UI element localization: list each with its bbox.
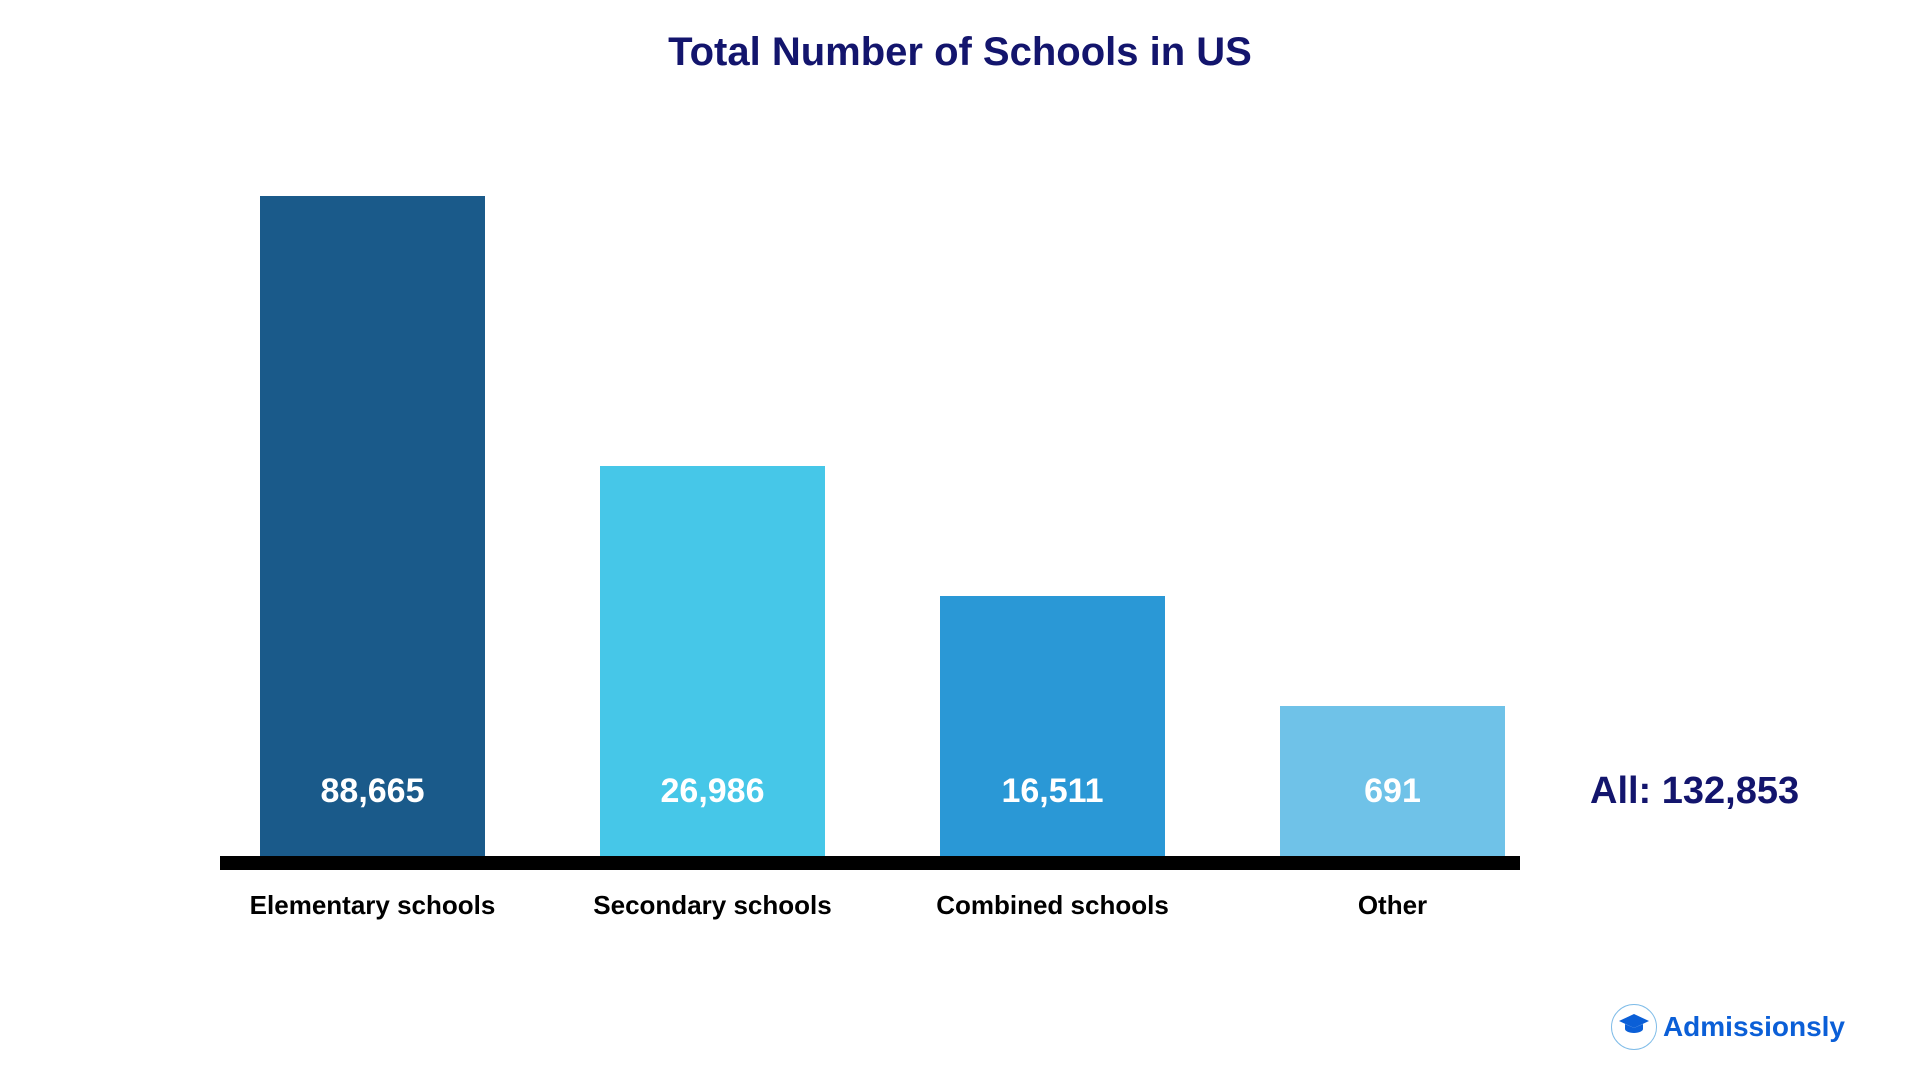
bar-value-combined: 16,511 [940,772,1165,811]
brand-ring [1611,1004,1657,1050]
brand-logo: Admissionsly [1611,1004,1845,1050]
x-label-combined: Combined schools [900,890,1205,921]
bar-value-secondary: 26,986 [600,772,825,811]
x-label-elementary: Elementary schools [220,890,525,921]
x-label-other: Other [1240,890,1545,921]
total-label: All: 132,853 [1590,770,1799,813]
bar-elementary: 88,665 [260,196,485,856]
chart-title: Total Number of Schools in US [0,30,1920,75]
chart-area: 88,665 26,986 16,511 691 [200,170,1540,870]
x-axis [220,856,1520,870]
brand-name: Admissionsly [1663,1011,1845,1043]
bar-value-other: 691 [1280,772,1505,811]
graduation-cap-icon [1619,1014,1649,1041]
bar-combined: 16,511 [940,596,1165,856]
bar-secondary: 26,986 [600,466,825,856]
x-label-secondary: Secondary schools [560,890,865,921]
bar-other: 691 [1280,706,1505,856]
bar-value-elementary: 88,665 [260,772,485,811]
